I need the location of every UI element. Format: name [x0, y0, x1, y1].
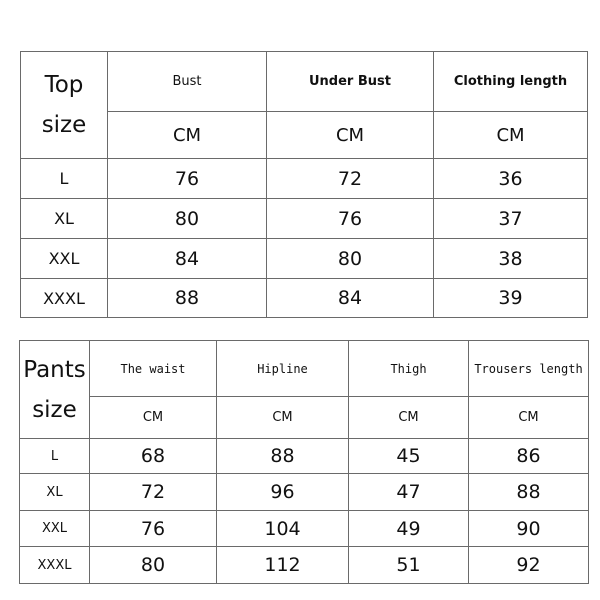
value-cell: 76 [89, 510, 217, 547]
header-under-bust: Under Bust [266, 51, 434, 112]
corner-label: size [41, 112, 87, 138]
table-row: XL 80 76 37 [20, 198, 588, 239]
table-row: L 76 72 36 [20, 158, 588, 199]
size-cell: XL [19, 473, 90, 511]
corner-label: Top [44, 72, 84, 98]
header-hipline: Hipline [216, 340, 349, 397]
value-cell: 80 [266, 238, 434, 279]
value-cell: 86 [468, 438, 589, 474]
unit-cell: CM [107, 111, 267, 159]
value-cell: 49 [348, 510, 469, 547]
size-cell: XXXL [20, 278, 108, 318]
value-cell: 37 [433, 198, 588, 239]
unit-cell: CM [468, 396, 589, 439]
header-bust: Bust [107, 51, 267, 112]
value-cell: 112 [216, 546, 349, 584]
value-cell: 36 [433, 158, 588, 199]
value-cell: 68 [89, 438, 217, 474]
size-cell: L [20, 158, 108, 199]
header-trousers-length: Trousers length [468, 340, 589, 397]
unit-cell: CM [433, 111, 588, 159]
table-row: XXXL 88 84 39 [20, 278, 588, 318]
value-cell: 72 [266, 158, 434, 199]
top-size-corner: Top size [20, 51, 108, 159]
top-size-table: Top size Bust Under Bust Clothing length… [20, 51, 588, 318]
value-cell: 88 [107, 278, 267, 318]
header-waist: The waist [89, 340, 217, 397]
value-cell: 92 [468, 546, 589, 584]
value-cell: 39 [433, 278, 588, 318]
value-cell: 84 [266, 278, 434, 318]
header-thigh: Thigh [348, 340, 469, 397]
unit-cell: CM [348, 396, 469, 439]
size-cell: XXL [20, 238, 108, 279]
size-cell: XL [20, 198, 108, 239]
value-cell: 47 [348, 473, 469, 511]
value-cell: 84 [107, 238, 267, 279]
value-cell: 88 [468, 473, 589, 511]
value-cell: 90 [468, 510, 589, 547]
value-cell: 104 [216, 510, 349, 547]
value-cell: 76 [107, 158, 267, 199]
table-row: L 68 88 45 86 [19, 438, 589, 474]
value-cell: 80 [89, 546, 217, 584]
value-cell: 80 [107, 198, 267, 239]
pants-size-corner: Pants size [19, 340, 90, 439]
value-cell: 72 [89, 473, 217, 511]
value-cell: 76 [266, 198, 434, 239]
size-cell: XXXL [19, 546, 90, 584]
unit-cell: CM [89, 396, 217, 439]
value-cell: 51 [348, 546, 469, 584]
unit-cell: CM [266, 111, 434, 159]
header-clothing-length: Clothing length [433, 51, 588, 112]
table-row: XXL 76 104 49 90 [19, 510, 589, 547]
size-cell: L [19, 438, 90, 474]
corner-label: Pants [23, 356, 86, 383]
table-row: XXXL 80 112 51 92 [19, 546, 589, 584]
value-cell: 45 [348, 438, 469, 474]
pants-size-table: Pants size The waist Hipline Thigh Trous… [19, 340, 589, 584]
value-cell: 38 [433, 238, 588, 279]
unit-cell: CM [216, 396, 349, 439]
value-cell: 96 [216, 473, 349, 511]
corner-label: size [32, 396, 77, 423]
table-row: XL 72 96 47 88 [19, 473, 589, 511]
value-cell: 88 [216, 438, 349, 474]
size-cell: XXL [19, 510, 90, 547]
table-row: XXL 84 80 38 [20, 238, 588, 279]
